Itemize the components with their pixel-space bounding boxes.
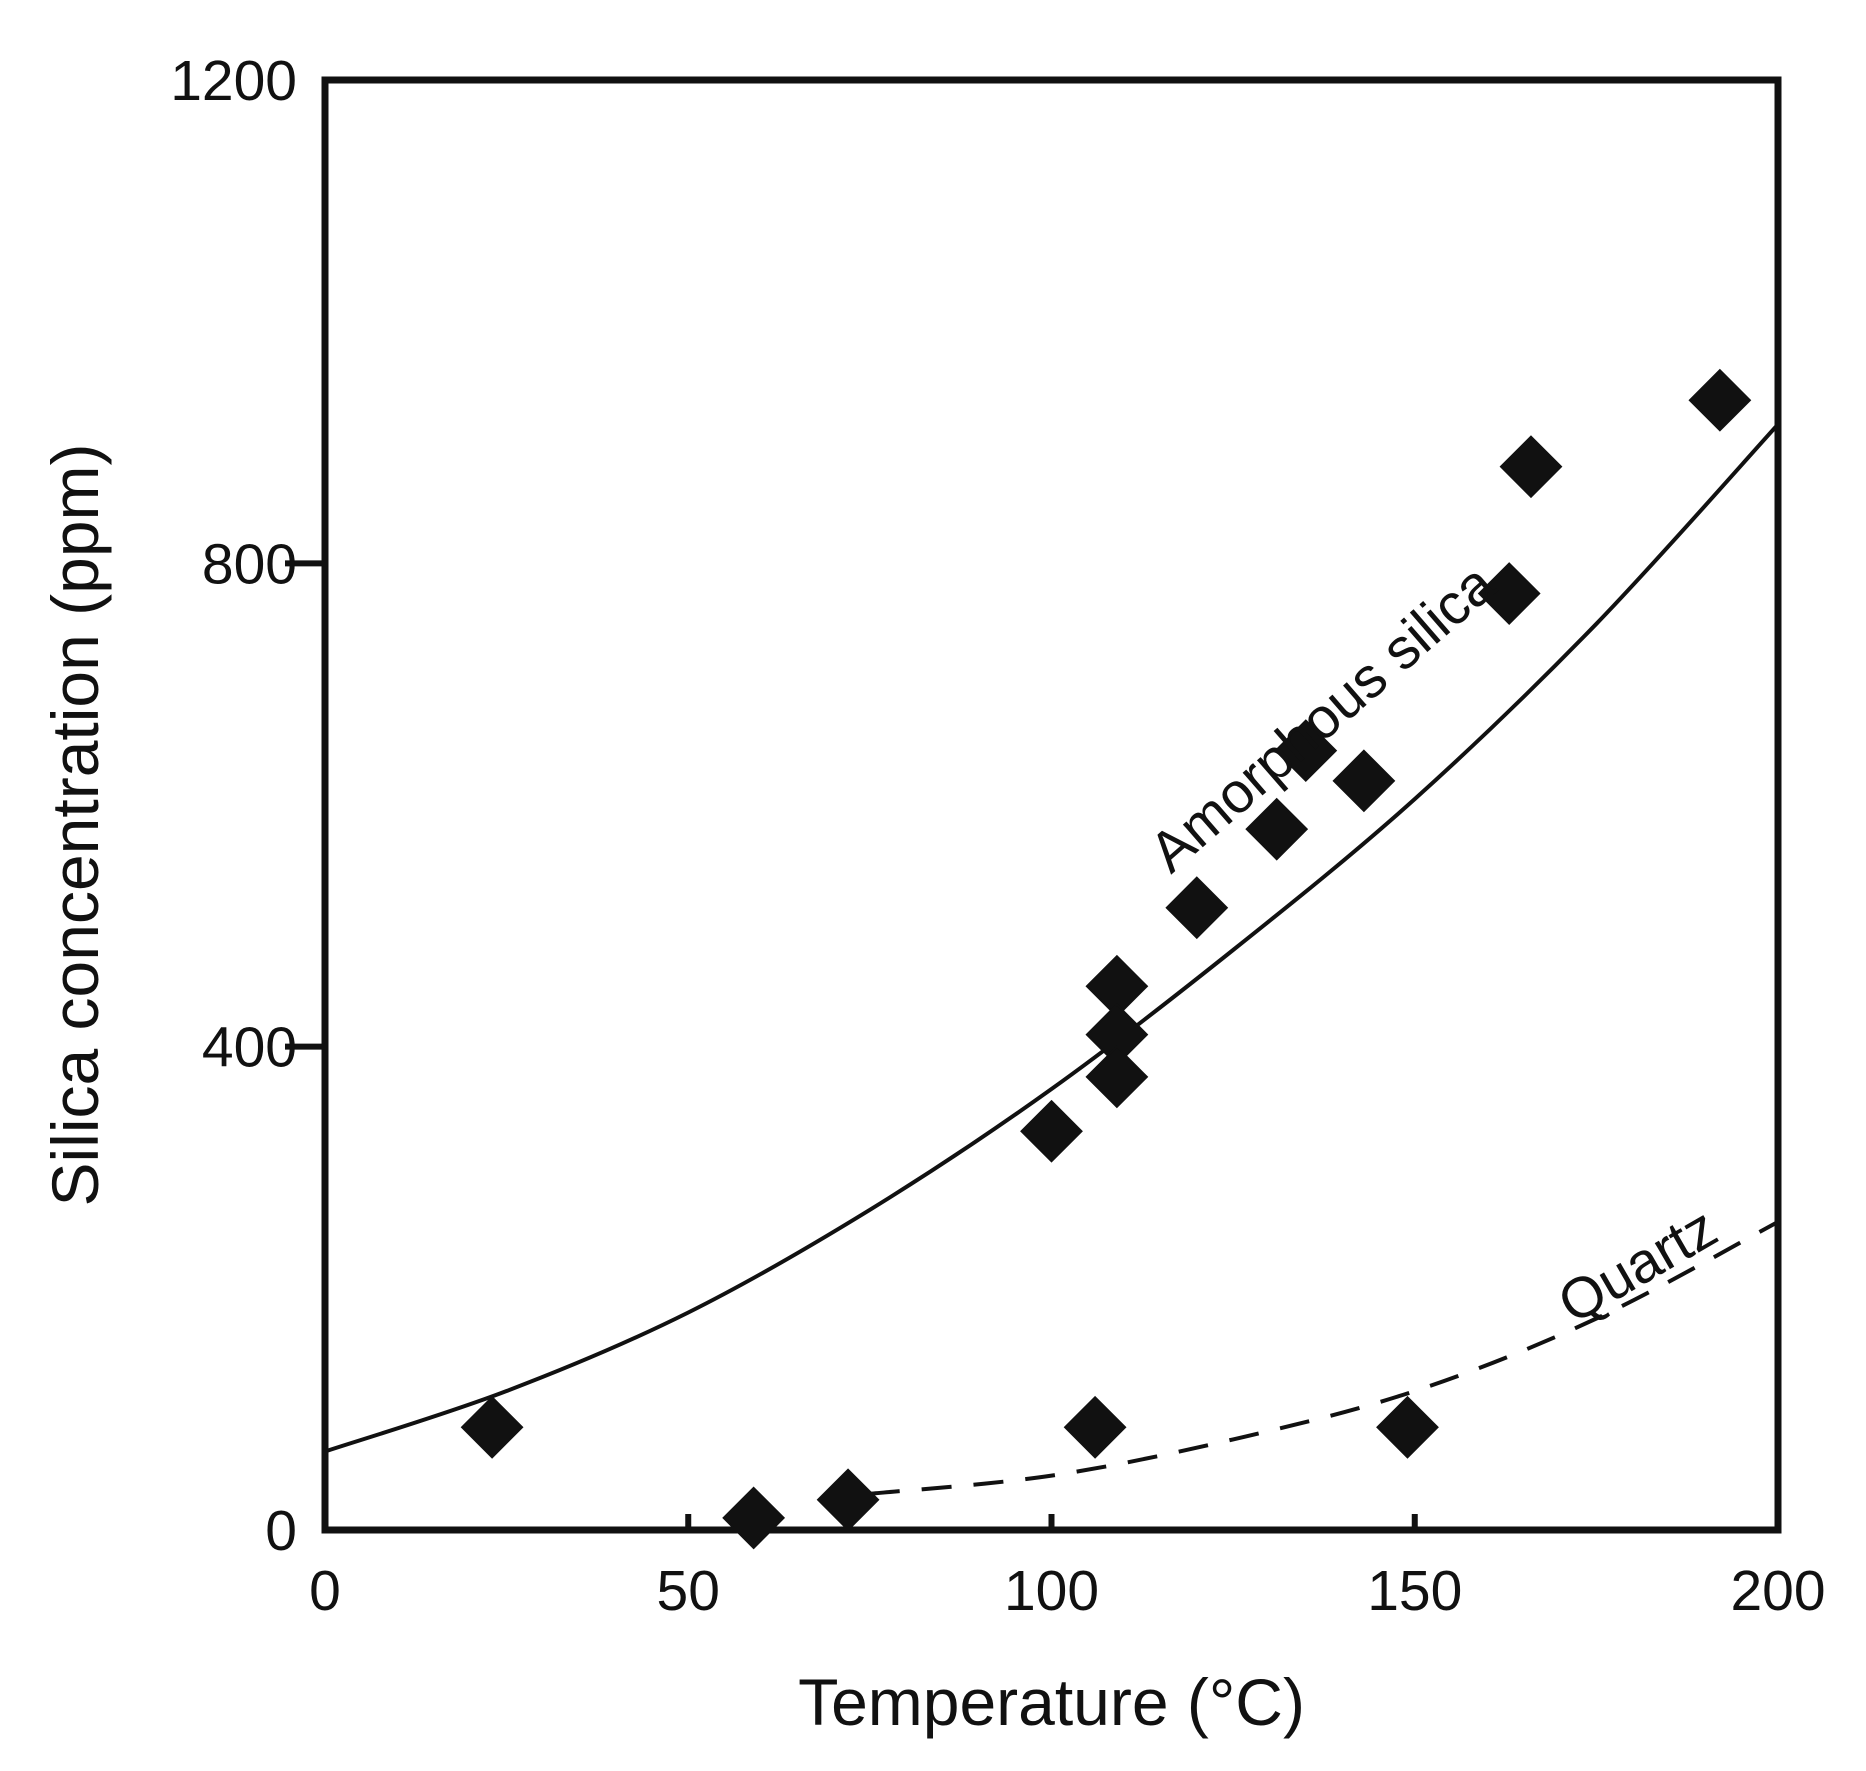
amorphous-silica-label: Amorphous silica [1138,551,1508,884]
x-axis-title: Temperature (°C) [798,1665,1305,1739]
annotations-layer: Amorphous silica Quartz [1138,551,1728,1336]
x-tick-label: 0 [309,1559,341,1623]
x-tick-label: 100 [1004,1559,1099,1623]
quartz-label: Quartz [1548,1195,1728,1336]
data-point-diamond [1332,749,1396,813]
x-ticks: 0 50 100 150 200 [309,1514,1826,1623]
data-point-diamond [722,1486,786,1550]
quartz-curve [869,1220,1779,1496]
data-point-diamond [1085,1045,1149,1109]
data-point-diamond [1688,368,1752,432]
data-point-diamond [1274,719,1338,783]
data-point-diamond [1499,435,1563,499]
y-axis-title: Silica concentration (ppm) [38,444,112,1207]
data-point-diamond [460,1395,524,1459]
markers-layer [460,368,1752,1550]
plot-frame [321,76,1782,1534]
amorphous-silica-curve [324,423,1780,1454]
data-point-diamond [816,1468,880,1532]
data-point-diamond [1165,876,1229,940]
x-tick-label: 50 [657,1559,720,1623]
data-point-diamond [1063,1395,1127,1459]
data-point-diamond [1245,797,1309,861]
x-tick-label: 200 [1730,1559,1825,1623]
y-tick-label: 0 [265,1499,297,1563]
y-tick-label: 400 [202,1016,297,1080]
y-tick-label: 800 [202,532,297,596]
data-point-diamond [1376,1395,1439,1459]
curves-layer [324,423,1780,1496]
y-ticks: 0 400 800 1200 [170,49,325,1563]
data-point-diamond [1477,562,1541,625]
data-point-diamond [1020,1099,1083,1163]
axes-layer [321,76,1782,1534]
y-tick-label: 1200 [170,49,297,113]
x-tick-label: 150 [1367,1559,1462,1623]
